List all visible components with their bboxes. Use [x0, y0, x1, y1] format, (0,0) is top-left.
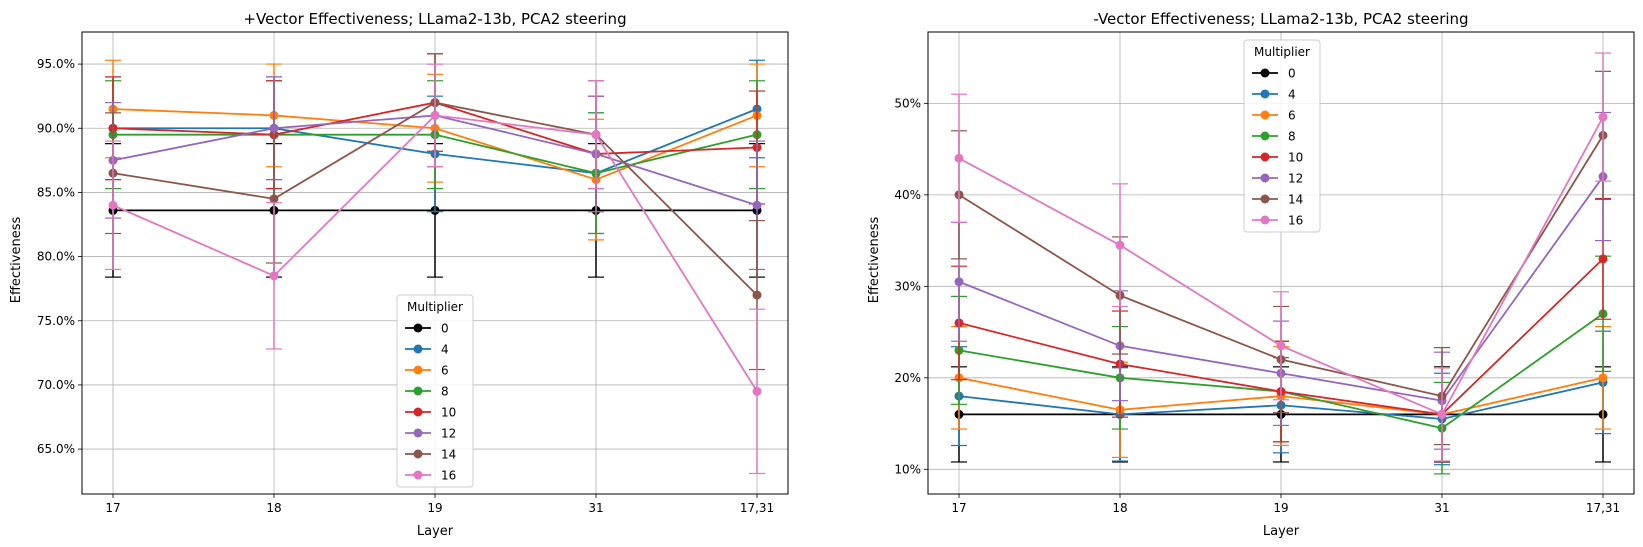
legend-box [1243, 39, 1321, 233]
chart-title: +Vector Effectiveness; LLama2-13b, PCA2 … [243, 10, 626, 28]
data-point [269, 194, 279, 204]
legend-marker [1260, 68, 1270, 78]
legend-label: 6 [441, 364, 449, 378]
y-axis-label: Effectiveness [867, 217, 882, 304]
y-tick-label: 20% [894, 371, 921, 385]
data-point [752, 386, 762, 396]
legend-label: 0 [441, 322, 449, 336]
legend-label: 0 [1288, 67, 1296, 81]
y-tick-label: 75.0% [37, 314, 75, 328]
legend-title: Multiplier [1254, 45, 1310, 59]
legend-label: 12 [1288, 172, 1303, 186]
y-tick-label: 30% [894, 279, 921, 293]
right-chart: -Vector Effectiveness; LLama2-13b, PCA2 … [867, 10, 1635, 539]
y-tick-label: 50% [894, 96, 921, 110]
legend-label: 6 [1288, 109, 1296, 123]
legend-label: 16 [1288, 214, 1303, 228]
legend-label: 8 [441, 385, 449, 399]
legend-label: 10 [441, 406, 456, 420]
y-axis-label: Effectiveness [9, 217, 24, 304]
data-point [752, 290, 762, 300]
legend: Multiplier 0 4 6 8 10 12 14 16 [1243, 39, 1321, 233]
y-tick-label: 90.0% [37, 121, 75, 135]
data-point [1437, 409, 1447, 419]
legend-title: Multiplier [407, 300, 463, 314]
data-point [752, 200, 762, 210]
x-tick-label: 18 [1112, 501, 1127, 515]
data-point [1598, 254, 1608, 264]
x-tick-label: 31 [1434, 501, 1449, 515]
data-point [108, 200, 118, 210]
legend: Multiplier 0 4 6 8 10 12 14 16 [396, 294, 474, 488]
axes-frame [81, 31, 789, 495]
series-16 [951, 52, 1611, 462]
left-chart: +Vector Effectiveness; LLama2-13b, PCA2 … [9, 10, 789, 539]
legend-label: 4 [441, 343, 449, 357]
legend-label: 8 [1288, 130, 1296, 144]
data-point [1598, 373, 1608, 383]
y-tick-label: 80.0% [37, 250, 75, 264]
x-tick-label: 17,31 [1586, 501, 1620, 515]
legend-marker [413, 449, 423, 459]
legend-marker [413, 428, 423, 438]
series-16 [105, 63, 765, 475]
x-tick-label: 31 [588, 501, 603, 515]
data-point [1598, 112, 1608, 122]
legend-marker [1260, 173, 1270, 183]
legend-marker [1260, 89, 1270, 99]
legend-label: 12 [441, 427, 456, 441]
data-point [269, 123, 279, 133]
x-tick-label: 17 [105, 501, 120, 515]
legend-label: 14 [1288, 193, 1303, 207]
legend-label: 16 [441, 469, 456, 483]
legend-marker [413, 344, 423, 354]
data-point [954, 153, 964, 163]
y-tick-label: 40% [894, 188, 921, 202]
data-point [954, 277, 964, 287]
data-point [269, 271, 279, 281]
x-tick-label: 19 [1273, 501, 1288, 515]
x-axis-label: Layer [417, 524, 454, 539]
legend-marker [1260, 215, 1270, 225]
y-tick-label: 65.0% [37, 442, 75, 456]
legend-marker [413, 407, 423, 417]
y-tick-label: 70.0% [37, 378, 75, 392]
legend-marker [413, 470, 423, 480]
x-tick-label: 17 [951, 501, 966, 515]
data-point [1115, 240, 1125, 250]
legend-marker [1260, 152, 1270, 162]
legend-label: 14 [441, 448, 456, 462]
y-tick-label: 95.0% [37, 57, 75, 71]
legend-marker [1260, 194, 1270, 204]
legend-label: 4 [1288, 88, 1296, 102]
data-point [1276, 341, 1286, 351]
x-axis-label: Layer [1263, 524, 1300, 539]
y-tick-label: 10% [894, 462, 921, 476]
chart-title: -Vector Effectiveness; LLama2-13b, PCA2 … [1093, 10, 1468, 28]
legend-marker [413, 323, 423, 333]
legend-marker [1260, 131, 1270, 141]
legend-marker [413, 365, 423, 375]
axes-frame [927, 31, 1635, 495]
legend-marker [413, 386, 423, 396]
y-tick-label: 85.0% [37, 185, 75, 199]
x-tick-label: 18 [266, 501, 281, 515]
x-tick-label: 19 [427, 501, 442, 515]
data-point [591, 130, 601, 140]
x-tick-label: 17,31 [740, 501, 774, 515]
data-point [430, 110, 440, 120]
legend-box [396, 294, 474, 488]
legend-label: 10 [1288, 151, 1303, 165]
legend-marker [1260, 110, 1270, 120]
